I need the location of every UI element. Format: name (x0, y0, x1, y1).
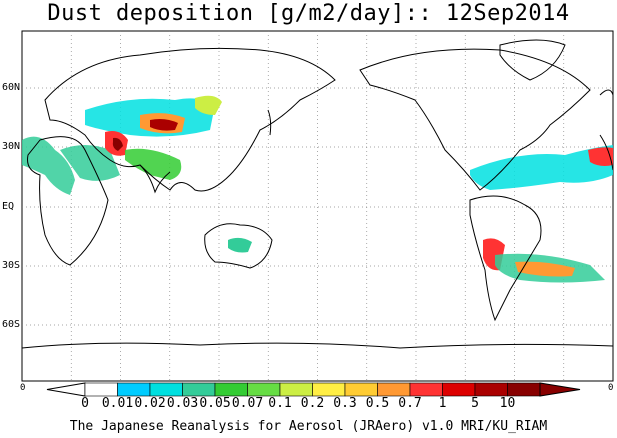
colorbar-swatch (344, 382, 378, 397)
dust-field-taklimakan-core (150, 119, 178, 131)
colorbar (46, 382, 581, 397)
colorbar-swatch (247, 382, 281, 397)
coastline-europe-west (599, 89, 614, 96)
colorbar-swatch (442, 382, 476, 397)
coastline-japan (267, 109, 272, 136)
colorbar-swatch (474, 382, 508, 397)
lat-label: 60N (2, 82, 21, 93)
colorbar-label: 0.3 (333, 396, 357, 411)
colorbar-arrow-high (539, 382, 581, 397)
colorbar-swatch (214, 382, 248, 397)
coastline-south-america (469, 195, 542, 322)
colorbar-swatch (149, 382, 183, 397)
colorbar-label: 0.03 (166, 396, 199, 411)
dust-field-mongolia (195, 95, 222, 115)
coastline-africa (27, 136, 109, 266)
coastline-australia (204, 223, 273, 269)
lat-label: EQ (2, 201, 15, 212)
colorbar-swatch (84, 382, 118, 397)
colorbar-arrow-low (46, 382, 86, 397)
colorbar-swatch (312, 382, 346, 397)
colorbar-label: 10 (499, 396, 516, 411)
colorbar-label: 0.05 (199, 396, 231, 411)
colorbar-label: 0.2 (300, 396, 325, 411)
dust-field-caribbean (470, 145, 613, 190)
coastline-eurasia (44, 47, 336, 192)
colorbar-label: 0 (81, 396, 89, 411)
right-edge-tick: 0 (608, 383, 614, 393)
page-title: Dust deposition [g/m2/day]:: 12Sep2014 (47, 1, 570, 26)
lat-label: 30N (2, 141, 21, 152)
colorbar-swatch (377, 382, 411, 397)
footer-credit: The Japanese Reanalysis for Aerosol (JRA… (69, 419, 548, 434)
colorbar-swatch (279, 382, 313, 397)
lat-label: 60S (2, 319, 21, 330)
colorbar-label: 0.7 (398, 396, 422, 411)
colorbar-swatch (507, 382, 541, 397)
colorbar-label: 0.1 (268, 396, 292, 411)
colorbar-swatch (409, 382, 443, 397)
coastlines (21, 39, 614, 349)
colorbar-label: 0.02 (134, 396, 166, 411)
colorbar-label: 0.5 (365, 396, 390, 411)
dust-field-atlantic-core (588, 147, 613, 166)
colorbar-swatch (182, 382, 216, 397)
coastline-greenland (499, 39, 566, 81)
coastline-antarctica (21, 342, 614, 349)
coastline-india (139, 164, 171, 194)
coastline-africa-west (599, 134, 614, 171)
dust-field-australia (228, 237, 252, 253)
dust-field-patagonia-core (515, 261, 575, 277)
colorbar-label: 5 (471, 396, 479, 411)
dust-field-west-africa (22, 136, 75, 195)
lat-label: 30S (2, 260, 21, 271)
dust-fields (22, 95, 613, 283)
dust-field-india (125, 148, 182, 180)
colorbar-label: 0.07 (231, 396, 264, 411)
colorbar-label: 0.01 (101, 396, 134, 411)
colorbar-labels: 0 0.01 0.02 0.03 0.05 0.07 0.1 0.2 0.3 0.5 0.7 1 5 10 (0, 397, 617, 413)
colorbar-swatch (117, 382, 151, 397)
left-edge-tick: 0 (20, 383, 26, 393)
dust-field-iran-core (112, 137, 123, 151)
colorbar-label: 1 (438, 396, 447, 411)
dust-field-arabia (60, 145, 120, 181)
